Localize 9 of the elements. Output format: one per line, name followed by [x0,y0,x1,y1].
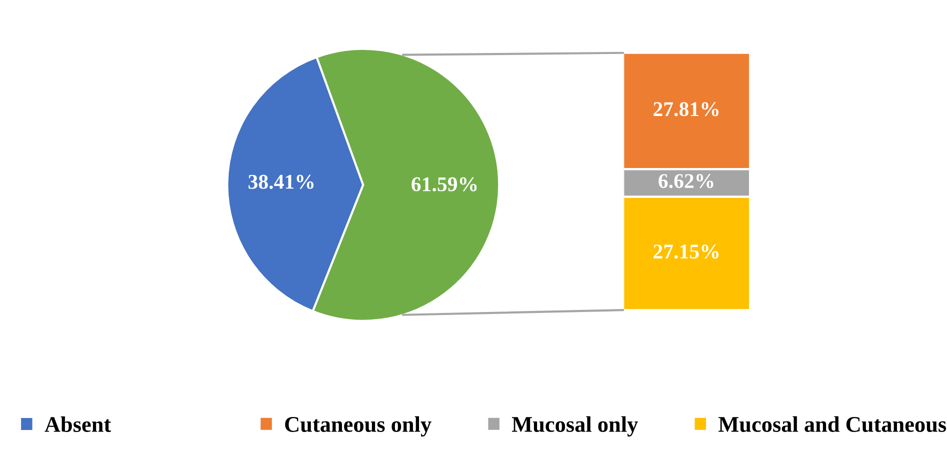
data-label: 27.15% [654,244,718,259]
data-label: 38.41% [248,174,314,189]
data-label: 27.81% [654,102,718,116]
legend-label: Mucosal only [512,416,638,437]
data-label: 6.62% [658,174,714,188]
legend-label: Cutaneous only [285,416,432,437]
data-label: 61.59% [412,177,477,192]
legend-label: Absent [44,416,112,432]
legend-label: Mucosal and Cutaneous [718,416,946,432]
